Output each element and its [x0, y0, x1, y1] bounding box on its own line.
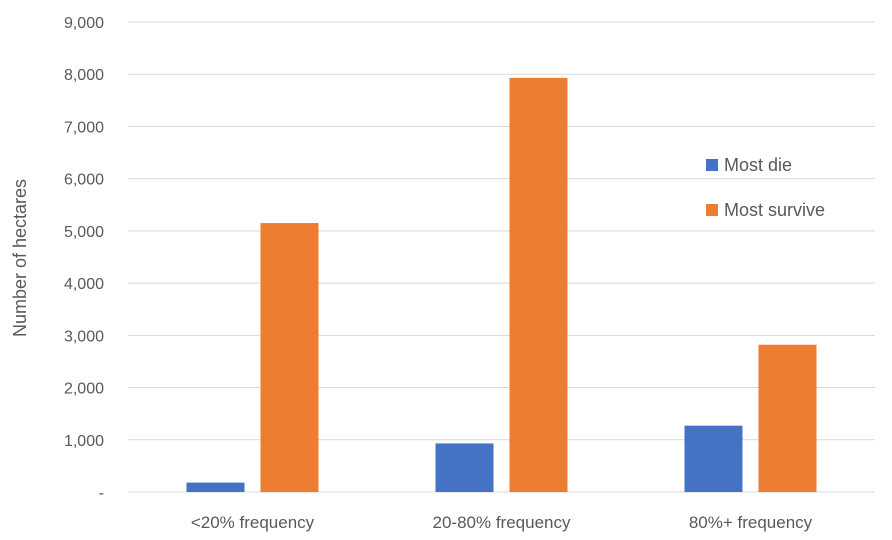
y-tick-label: 3,000 [64, 328, 104, 345]
bar-most-survive [260, 223, 319, 493]
x-tick-label: 80%+ frequency [689, 513, 813, 532]
y-tick-label: 9,000 [64, 15, 104, 32]
bar-most-survive [509, 77, 568, 492]
bar-most-die [684, 425, 743, 492]
x-tick-label: <20% frequency [191, 513, 315, 532]
bar-most-survive [758, 344, 817, 492]
y-tick-label: 6,000 [64, 172, 104, 189]
legend-swatch [706, 159, 718, 171]
legend-label: Most die [724, 155, 792, 175]
bar-most-die [435, 443, 494, 492]
y-axis-label: Number of hectares [10, 179, 30, 337]
legend: Most die Most survive [706, 155, 825, 220]
y-axis-ticks: - 1,000 2,000 3,000 4,000 5,000 6,000 7,000 8,00… [64, 15, 104, 502]
y-tick-label: - [99, 485, 104, 502]
y-tick-label: 8,000 [64, 67, 104, 84]
bar-most-die [186, 482, 245, 492]
x-tick-label: 20-80% frequency [433, 513, 571, 532]
y-tick-label: 5,000 [64, 224, 104, 241]
y-tick-label: 2,000 [64, 381, 104, 398]
gridlines [128, 21, 875, 493]
bars [186, 77, 817, 493]
y-tick-label: 4,000 [64, 276, 104, 293]
legend-swatch [706, 204, 718, 216]
y-tick-label: 7,000 [64, 119, 104, 136]
x-axis-ticks: <20% frequency 20-80% frequency 80%+ frequ… [191, 513, 813, 532]
y-tick-label: 1,000 [64, 433, 104, 450]
legend-label: Most survive [724, 200, 825, 220]
